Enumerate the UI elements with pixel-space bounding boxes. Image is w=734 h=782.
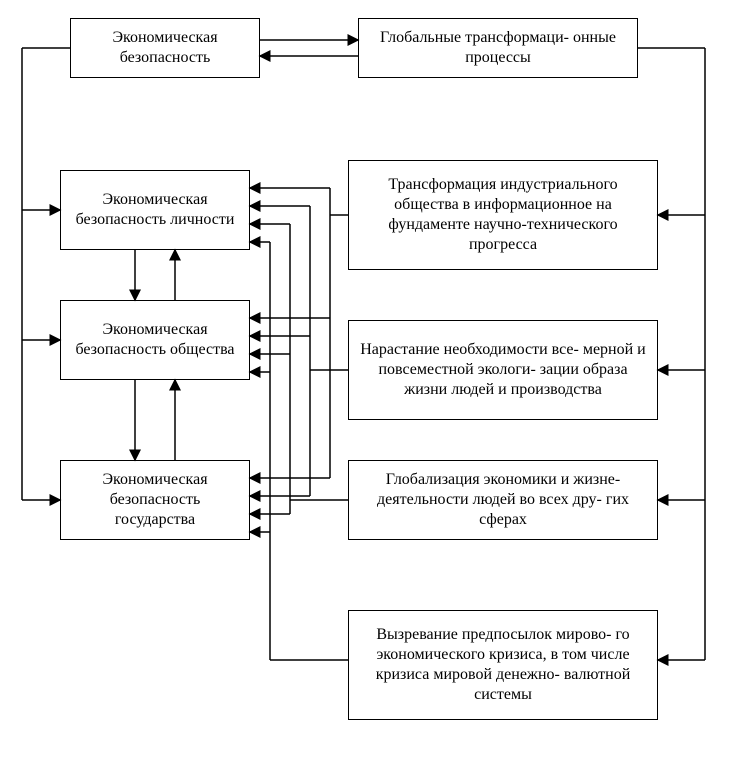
diagram-canvas: Экономическая безопасность Глобальные тр… bbox=[0, 0, 734, 782]
node-global-transform: Глобальные трансформаци- онные процессы bbox=[358, 18, 638, 78]
node-transform-industrial: Трансформация индустриального общества в… bbox=[348, 160, 658, 270]
node-security-society: Экономическая безопасность общества bbox=[60, 300, 250, 380]
node-world-crisis: Вызревание предпосылок мирово- го эконом… bbox=[348, 610, 658, 720]
node-security-person: Экономическая безопасность личности bbox=[60, 170, 250, 250]
node-ecologization: Нарастание необходимости все- мерной и п… bbox=[348, 320, 658, 420]
node-econ-security: Экономическая безопасность bbox=[70, 18, 260, 78]
node-security-state: Экономическая безопасность государства bbox=[60, 460, 250, 540]
node-globalization: Глобализация экономики и жизне- деятельн… bbox=[348, 460, 658, 540]
